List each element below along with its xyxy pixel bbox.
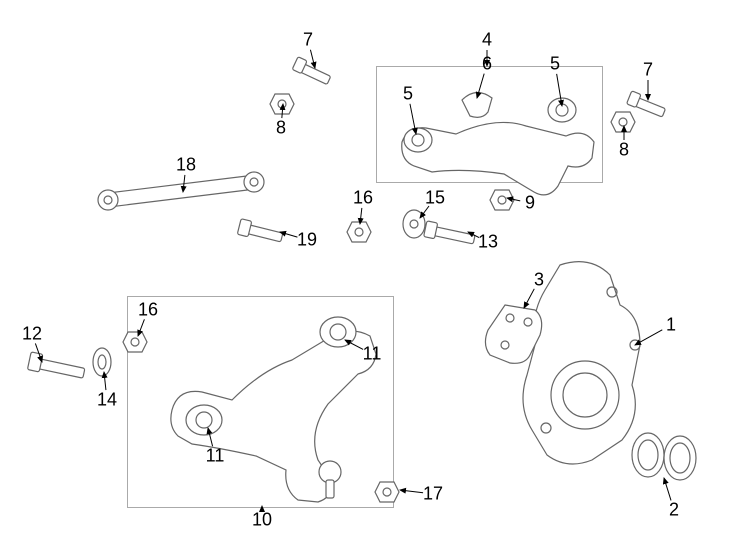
part-nut-8b — [611, 112, 635, 132]
leader-19 — [280, 232, 297, 237]
leader-16 — [360, 208, 362, 224]
leader-8 — [282, 104, 283, 118]
callout-1: 1 — [666, 315, 676, 336]
callout-12: 12 — [22, 324, 42, 345]
callout-9: 9 — [525, 193, 535, 214]
part-bolt-7b — [627, 91, 666, 117]
part-nut-16a — [347, 222, 371, 242]
callout-14: 14 — [97, 390, 117, 411]
leader-1 — [635, 330, 662, 345]
callout-18: 18 — [176, 155, 196, 176]
leader-9 — [507, 198, 520, 201]
group-box-lower-arm — [127, 296, 394, 508]
callout-6: 6 — [482, 54, 492, 75]
callout-11b: 11 — [206, 446, 225, 467]
leader-14 — [104, 372, 106, 390]
leader-18 — [183, 175, 185, 192]
part-bracket — [485, 305, 541, 363]
callout-19: 19 — [297, 230, 317, 251]
part-nut-8a — [270, 94, 294, 114]
callout-5b: 5 — [403, 84, 413, 105]
callout-8: 8 — [276, 118, 286, 139]
part-link-18 — [98, 172, 264, 210]
callout-15: 15 — [425, 188, 445, 209]
part-bolt-19 — [237, 219, 283, 242]
part-knuckle — [523, 262, 640, 464]
part-bolt-7a — [292, 57, 331, 85]
callout-8b: 8 — [619, 140, 629, 161]
leader-2 — [664, 478, 671, 500]
callout-11: 11 — [363, 344, 382, 365]
callout-17: 17 — [423, 484, 443, 505]
part-cam-15 — [403, 210, 425, 238]
part-rings — [632, 433, 696, 480]
leader-3 — [524, 289, 534, 308]
leader-17 — [400, 490, 423, 493]
callout-4: 4 — [482, 30, 492, 51]
part-washer-14 — [93, 348, 111, 376]
callout-5: 5 — [550, 54, 560, 75]
callout-7b: 7 — [643, 60, 653, 81]
part-nut-9 — [490, 190, 514, 210]
leader-12 — [35, 343, 42, 362]
callout-13: 13 — [478, 232, 498, 253]
part-bolt-13 — [424, 221, 475, 244]
part-bolt-12 — [27, 352, 84, 378]
leader-7 — [310, 50, 315, 68]
callout-2: 2 — [669, 500, 679, 521]
callout-16: 16 — [353, 188, 373, 209]
callout-10: 10 — [252, 510, 272, 531]
callout-7: 7 — [303, 30, 313, 51]
callout-16b: 16 — [138, 300, 158, 321]
callout-3: 3 — [534, 270, 544, 291]
